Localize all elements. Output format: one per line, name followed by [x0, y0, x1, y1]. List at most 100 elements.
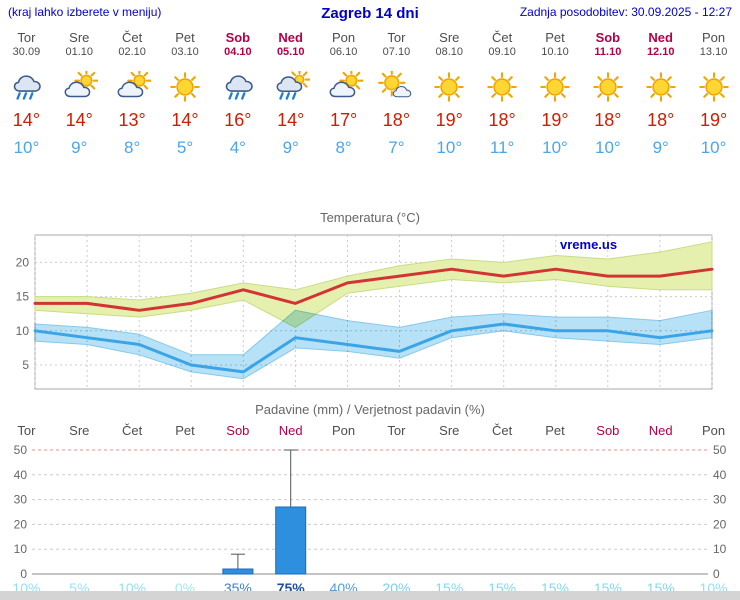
precip-day-label: Tor [17, 423, 36, 438]
day-name: Tor [387, 30, 406, 45]
watermark: vreme.us [560, 237, 617, 252]
precip-day-label: Sre [439, 423, 460, 438]
precip-axis-label-left: 20 [14, 517, 28, 531]
temp-axis-label: 20 [16, 255, 30, 269]
day-cell[interactable]: Čet 09.10 18° 11° [476, 30, 529, 158]
day-high-temp: 18° [382, 110, 411, 130]
day-low-temp: 9° [652, 138, 669, 157]
precip-day-labels: Tor Sre Čet Pet Sob Ned Pon Tor Sre Čet Pet Sob Ned P… [0, 423, 740, 438]
day-name: Pon [702, 30, 726, 45]
precipitation-chart-title: Padavine (mm) / Verjetnost padavin (%) [255, 402, 485, 417]
day-cell[interactable]: Čet 02.10 13° 8° [106, 30, 159, 158]
rain-sun-icon [264, 68, 317, 106]
day-high-temp: 18° [488, 110, 516, 130]
day-cell[interactable]: Pet 10.10 19° 10° [529, 30, 582, 158]
day-name: Sob [225, 30, 251, 45]
rain-icon [211, 68, 264, 106]
day-date: 07.10 [382, 46, 411, 58]
footer-bar [0, 591, 740, 600]
menu-hint: (kraj lahko izberete v meniju) [8, 5, 162, 19]
day-high-temp: 18° [594, 110, 622, 130]
day-low-temp: 8° [124, 138, 141, 157]
day-high-temp: 19° [541, 110, 569, 130]
day-date: 08.10 [435, 46, 464, 58]
sun-cloud-icon [370, 68, 423, 106]
day-high-temp: 19° [435, 110, 463, 130]
day-low-temp: 10° [13, 138, 40, 157]
day-cell[interactable]: Tor 30.09 14° 10° [0, 30, 53, 158]
precip-bar[interactable] [275, 506, 307, 575]
day-cell[interactable]: Pet 03.10 14° 5° [159, 30, 212, 158]
temperature-chart-title: Temperatura (°C) [320, 210, 420, 225]
sun-icon [423, 68, 476, 106]
days-row: Tor 30.09 14° 10° Sre 01.10 14° 9° Čet 02.10 13° 8°… [0, 30, 740, 158]
precip-day-label: Tor [387, 423, 406, 438]
day-low-temp: 5° [176, 138, 194, 157]
day-high-temp: 18° [647, 110, 675, 130]
precip-day-label: Pet [545, 423, 565, 438]
day-cell[interactable]: Tor 07.10 18° 7° [370, 30, 423, 158]
temp-axis-label: 5 [22, 358, 29, 372]
precip-day-label: Pon [332, 423, 356, 438]
day-cell[interactable]: Ned 05.10 14° 9° [264, 30, 317, 158]
day-low-temp: 10° [700, 138, 727, 157]
day-low-temp: 9° [71, 138, 88, 157]
day-date: 12.10 [646, 46, 675, 58]
precip-day-label: Sre [69, 423, 90, 438]
precip-axis-label-left: 40 [14, 468, 28, 482]
precipitation-chart: 0 0 10 10 20 20 30 30 40 40 50 50 [14, 443, 727, 581]
day-cell[interactable]: Sob 04.10 16° 4° [211, 30, 264, 158]
temperature-section: Temperatura (°C) 5 10 15 20 vreme.us [0, 210, 740, 397]
sun-icon [476, 68, 529, 106]
temp-axis-label: 15 [16, 290, 30, 304]
day-low-temp: 10° [594, 138, 621, 157]
day-name: Pet [545, 30, 565, 45]
rain-icon [0, 68, 53, 106]
day-high-temp: 14° [12, 110, 41, 130]
day-high-temp: 14° [65, 110, 93, 130]
cloud-sun-icon [317, 68, 370, 106]
temp-axis-label: 10 [16, 324, 30, 338]
day-low-temp: 9° [282, 138, 299, 157]
day-date: 30.09 [12, 46, 41, 58]
day-date: 11.10 [594, 46, 622, 58]
day-name: Sre [69, 30, 90, 45]
day-low-temp: 8° [335, 138, 352, 157]
day-name: Čet [492, 30, 513, 45]
day-date: 06.10 [329, 46, 358, 58]
min-band [34, 309, 713, 380]
max-band [34, 241, 713, 328]
day-date: 09.10 [488, 46, 516, 58]
sun-icon [159, 68, 212, 106]
day-name: Pon [332, 30, 356, 45]
day-name: Tor [17, 30, 36, 45]
day-date: 13.10 [699, 46, 728, 58]
precip-axis-label-right: 40 [713, 468, 727, 482]
day-name: Sre [439, 30, 460, 45]
day-date: 03.10 [171, 46, 199, 58]
day-cell[interactable]: Pon 13.10 19° 10° [687, 30, 740, 158]
day-cell[interactable]: Sre 01.10 14° 9° [53, 30, 106, 158]
cloud-sun-icon [53, 68, 106, 106]
header: (kraj lahko izberete v meniju) Zagreb 14… [8, 5, 732, 22]
precip-bar[interactable] [222, 568, 254, 575]
precip-axis-label-left: 10 [14, 542, 28, 556]
day-low-temp: 10° [436, 138, 463, 157]
precip-day-label: Sob [596, 423, 620, 438]
day-cell[interactable]: Sre 08.10 19° 10° [423, 30, 476, 158]
precip-axis-label-right: 10 [713, 542, 727, 556]
day-cell[interactable]: Ned 12.10 18° 9° [634, 30, 687, 158]
day-cell[interactable]: Sob 11.10 18° 10° [581, 30, 634, 158]
day-low-temp: 10° [542, 138, 568, 157]
sun-icon [581, 68, 634, 106]
day-high-temp: 19° [699, 110, 728, 130]
day-name: Ned [278, 30, 303, 45]
day-cell[interactable]: Pon 06.10 17° 8° [317, 30, 370, 158]
min-temperature-line [33, 322, 714, 374]
precip-day-label: Pon [702, 423, 726, 438]
precip-day-label: Čet [122, 423, 143, 438]
day-high-temp: 17° [329, 110, 358, 130]
day-name: Sob [595, 30, 621, 45]
day-low-temp: 7° [388, 138, 405, 157]
